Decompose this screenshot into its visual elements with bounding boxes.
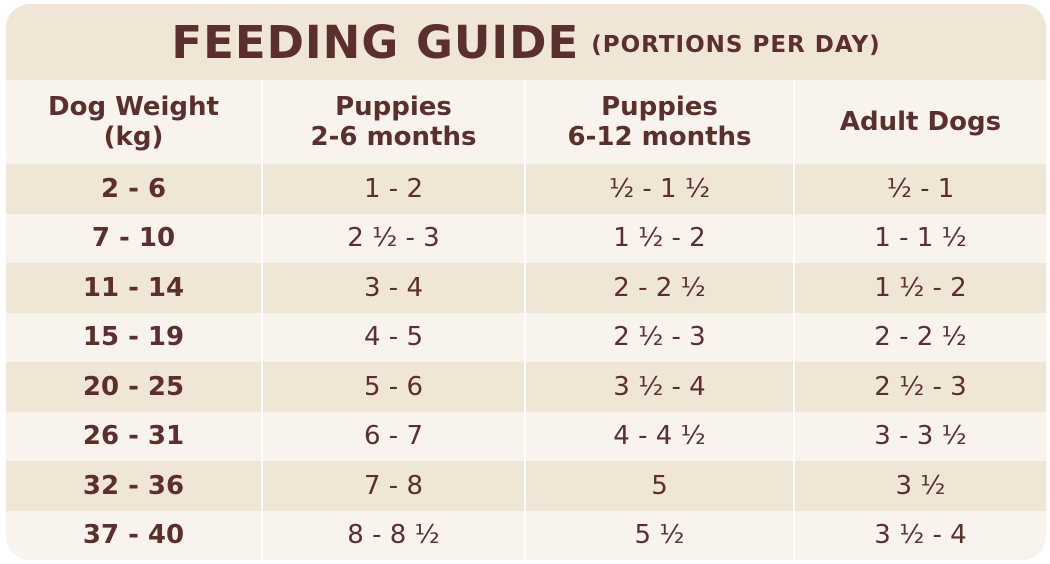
portion-cell: 2 - 2 ½	[524, 263, 794, 313]
portion-cell: 1 - 1 ½	[793, 213, 1046, 263]
portion-cell: 2 ½ - 3	[793, 362, 1046, 412]
header-line: Puppies	[335, 92, 452, 122]
portion-cell: 8 - 8 ½	[261, 510, 525, 560]
portion-cell: 4 - 4 ½	[524, 411, 794, 461]
weight-cell: 20 - 25	[82, 371, 185, 402]
page-subtitle: (PORTIONS PER DAY)	[591, 32, 881, 58]
portion-cell: 1 ½ - 2	[524, 213, 794, 263]
portion-cell: 1 - 2	[261, 164, 525, 214]
portion-cell: 2 ½ - 3	[524, 312, 794, 362]
table-row: 7 - 10 2 ½ - 3 1 ½ - 2 1 - 1 ½	[6, 213, 1046, 263]
portion-cell: 3 ½ - 4	[524, 362, 794, 412]
portion-cell: 5 ½	[524, 510, 794, 560]
header-adult-dogs: Adult Dogs	[793, 80, 1046, 164]
header-puppies-6-12: Puppies 6-12 months	[524, 80, 794, 164]
table-row: 2 - 6 1 - 2 ½ - 1 ½ ½ - 1	[6, 164, 1046, 214]
header-row: Dog Weight (kg) Puppies 2-6 months Puppi…	[6, 80, 1046, 164]
weight-cell: 32 - 36	[82, 470, 185, 501]
weight-cell: 11 - 14	[82, 272, 185, 303]
header-line: 2-6 months	[310, 122, 477, 152]
portion-cell: 3 - 4	[261, 263, 525, 313]
portion-cell: 1 ½ - 2	[793, 263, 1046, 313]
portion-cell: 3 ½	[793, 461, 1046, 511]
table-row: 15 - 19 4 - 5 2 ½ - 3 2 - 2 ½	[6, 312, 1046, 362]
portion-cell: 2 ½ - 3	[261, 213, 525, 263]
header-dog-weight: Dog Weight (kg)	[6, 80, 262, 164]
table-row: 20 - 25 5 - 6 3 ½ - 4 2 ½ - 3	[6, 362, 1046, 412]
table-row: 26 - 31 6 - 7 4 - 4 ½ 3 - 3 ½	[6, 411, 1046, 461]
header-puppies-2-6: Puppies 2-6 months	[261, 80, 525, 164]
header-line: Dog Weight	[48, 92, 219, 122]
header-line: Adult Dogs	[839, 107, 1002, 137]
header-line: 6-12 months	[567, 122, 752, 152]
header-line: Puppies	[601, 92, 718, 122]
portion-cell: 3 - 3 ½	[793, 411, 1046, 461]
weight-cell: 7 - 10	[91, 223, 176, 254]
table-row: 11 - 14 3 - 4 2 - 2 ½ 1 ½ - 2	[6, 263, 1046, 313]
weight-cell: 37 - 40	[82, 520, 185, 551]
portion-cell: 5	[524, 461, 794, 511]
portion-cell: 7 - 8	[261, 461, 525, 511]
feeding-table: Dog Weight (kg) Puppies 2-6 months Puppi…	[6, 80, 1046, 560]
portion-cell: 3 ½ - 4	[793, 510, 1046, 560]
table-row: 32 - 36 7 - 8 5 3 ½	[6, 461, 1046, 511]
portion-cell: 5 - 6	[261, 362, 525, 412]
table-row: 37 - 40 8 - 8 ½ 5 ½ 3 ½ - 4	[6, 510, 1046, 560]
feeding-guide-card: FEEDING GUIDE (PORTIONS PER DAY) Dog Wei…	[6, 4, 1046, 560]
portion-cell: ½ - 1 ½	[524, 164, 794, 214]
weight-cell: 26 - 31	[82, 421, 185, 452]
weight-cell: 2 - 6	[100, 173, 167, 204]
portion-cell: 6 - 7	[261, 411, 525, 461]
header-line: (kg)	[103, 122, 164, 152]
portion-cell: 2 - 2 ½	[793, 312, 1046, 362]
title-bar: FEEDING GUIDE (PORTIONS PER DAY)	[6, 4, 1046, 80]
portion-cell: ½ - 1	[793, 164, 1046, 214]
weight-cell: 15 - 19	[82, 322, 185, 353]
portion-cell: 4 - 5	[261, 312, 525, 362]
page-title: FEEDING GUIDE	[171, 15, 580, 69]
